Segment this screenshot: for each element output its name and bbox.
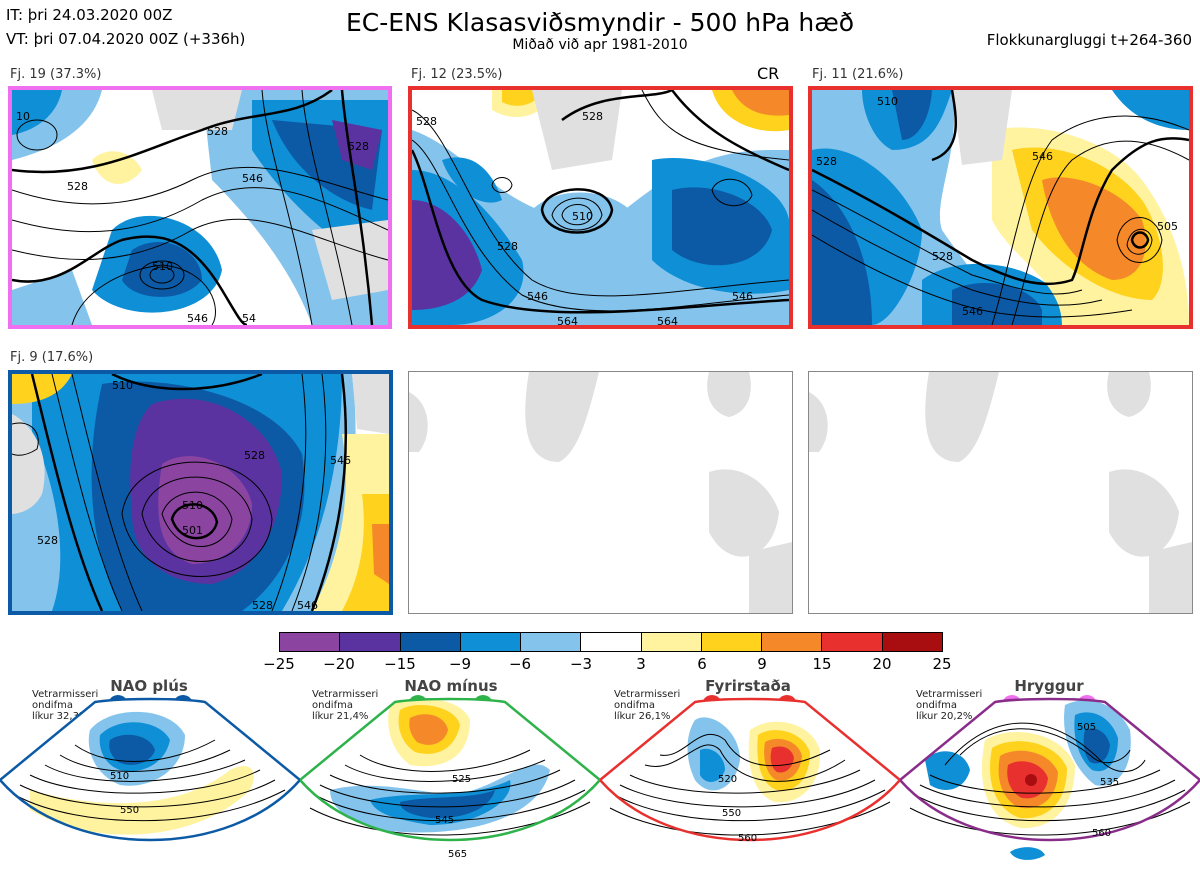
colorbar-tick: −9 bbox=[448, 655, 472, 673]
page-subtitle: Miðað við apr 1981-2010 bbox=[512, 37, 688, 53]
colorbar-tick: 15 bbox=[812, 655, 832, 673]
colorbar-tick: 3 bbox=[636, 655, 646, 673]
cluster-panel-6-empty bbox=[808, 371, 1193, 614]
contour-label: 510 bbox=[152, 260, 173, 273]
classification-window: Flokkunargluggi t+264-360 bbox=[986, 31, 1192, 49]
contour-label: 546 bbox=[962, 305, 983, 318]
colorbar-tick: −3 bbox=[569, 655, 593, 673]
contour-label: 560 bbox=[738, 833, 757, 844]
contour-label: 546 bbox=[732, 290, 753, 303]
contour-label: 528 bbox=[207, 125, 228, 138]
regime-title-2: NAO mínus bbox=[404, 677, 498, 695]
regime-note-3: Vetrarmisseri ondifma líkur 26,1% bbox=[614, 689, 681, 722]
contour-label: 501 bbox=[182, 524, 203, 537]
contour-label: 510 bbox=[110, 771, 129, 782]
contour-label: 510 bbox=[877, 95, 898, 108]
contour-label: 520 bbox=[718, 774, 737, 785]
regime-map-nao-plus: 510 550 bbox=[0, 695, 300, 842]
regime-note-4: Vetrarmisseri ondifma líkur 20,2% bbox=[916, 689, 983, 722]
regime-map-nao-minus: 525 545 565 bbox=[300, 695, 600, 860]
colorbar-segment bbox=[340, 633, 401, 651]
colorbar-segment bbox=[280, 633, 341, 651]
regime-note-2: Vetrarmisseri ondifma líkur 21,4% bbox=[312, 689, 379, 722]
cluster-panel-1[interactable]: 510 528 528 546 546 54 10 528 bbox=[8, 86, 392, 329]
cluster-map-2: 528 528 510 528 546 546 564 564 bbox=[412, 90, 789, 325]
colorbar-tick: 25 bbox=[932, 655, 952, 673]
colorbar-tick: 6 bbox=[697, 655, 707, 673]
colorbar bbox=[279, 632, 943, 652]
cluster-map-4: 510 528 528 546 510 528 546 501 bbox=[12, 374, 389, 611]
regime-title-1: NAO plús bbox=[110, 677, 188, 695]
regime-title-4: Hryggur bbox=[1014, 677, 1084, 695]
regime-map-ridge: 505 535 560 bbox=[900, 695, 1200, 860]
colorbar-segment bbox=[400, 633, 461, 651]
colorbar-tick: −6 bbox=[508, 655, 532, 673]
colorbar-segment bbox=[822, 633, 883, 651]
colorbar-segment bbox=[641, 633, 702, 651]
page-title: EC-ENS Klasasviðsmyndir - 500 hPa hæð bbox=[345, 8, 855, 37]
contour-label: 528 bbox=[582, 110, 603, 123]
colorbar-tick: 9 bbox=[757, 655, 767, 673]
contour-label: 510 bbox=[572, 210, 593, 223]
colorbar-segment bbox=[762, 633, 823, 651]
contour-label: 528 bbox=[67, 180, 88, 193]
contour-label: 528 bbox=[497, 240, 518, 253]
panel-label-4: Fj. 9 (17.6%) bbox=[10, 350, 94, 365]
colorbar-segment bbox=[460, 633, 522, 651]
colorbar-tick: 20 bbox=[872, 655, 892, 673]
colorbar-segment bbox=[521, 633, 582, 651]
contour-label: 546 bbox=[242, 172, 263, 185]
cluster-map-1: 510 528 528 546 546 54 10 528 bbox=[12, 90, 388, 325]
cr-badge: CR bbox=[757, 64, 780, 83]
regime-map-blocking: 520 550 560 bbox=[600, 695, 900, 844]
panel-label-1: Fj. 19 (37.3%) bbox=[10, 67, 102, 82]
contour-label: 546 bbox=[330, 454, 351, 467]
contour-label: 528 bbox=[816, 155, 837, 168]
colorbar-tick: −25 bbox=[263, 655, 295, 673]
contour-label: 510 bbox=[182, 499, 203, 512]
contour-label: 546 bbox=[1032, 150, 1053, 163]
valid-time: VT: þri 07.04.2020 00Z (+336h) bbox=[6, 30, 246, 48]
cluster-panel-3[interactable]: 510 528 528 546 546 505 bbox=[808, 86, 1193, 329]
cluster-map-3: 510 528 528 546 546 505 bbox=[812, 90, 1189, 325]
contour-label: 528 bbox=[244, 449, 265, 462]
contour-label: 510 bbox=[112, 379, 133, 392]
contour-label: 564 bbox=[557, 315, 578, 325]
empty-map-5 bbox=[409, 372, 792, 613]
contour-label: 505 bbox=[1157, 220, 1178, 233]
contour-label: 528 bbox=[37, 534, 58, 547]
contour-label: 528 bbox=[252, 599, 273, 611]
contour-label: 528 bbox=[416, 115, 437, 128]
contour-label: 564 bbox=[657, 315, 678, 325]
panel-label-2: Fj. 12 (23.5%) bbox=[411, 67, 503, 82]
contour-label: 560 bbox=[1092, 828, 1111, 839]
contour-label: 505 bbox=[1077, 722, 1096, 733]
contour-label: 546 bbox=[187, 312, 208, 325]
contour-label: 525 bbox=[452, 774, 471, 785]
colorbar-segment bbox=[581, 633, 642, 651]
colorbar-segment bbox=[701, 633, 763, 651]
contour-label: 10 bbox=[16, 110, 30, 123]
colorbar-tick: −20 bbox=[323, 655, 355, 673]
panel-label-3: Fj. 11 (21.6%) bbox=[812, 67, 904, 82]
cluster-panel-2[interactable]: 528 528 510 528 546 546 564 564 bbox=[408, 86, 793, 329]
regime-note-1: Vetrarmisseri ondifma líkur 32,3% bbox=[32, 689, 99, 722]
contour-label: 528 bbox=[348, 140, 369, 153]
initial-time: IT: þri 24.03.2020 00Z bbox=[6, 6, 173, 24]
contour-label: 550 bbox=[722, 808, 741, 819]
contour-label: 528 bbox=[932, 250, 953, 263]
cluster-panel-4[interactable]: 510 528 528 546 510 528 546 501 bbox=[8, 370, 393, 615]
contour-label: 54 bbox=[242, 312, 256, 325]
contour-label: 545 bbox=[435, 815, 454, 826]
regime-title-3: Fyrirstaða bbox=[705, 677, 791, 695]
contour-label: 565 bbox=[448, 849, 467, 860]
cluster-panel-5-empty bbox=[408, 371, 793, 614]
contour-label: 550 bbox=[120, 805, 139, 816]
empty-map-6 bbox=[809, 372, 1192, 613]
colorbar-segment bbox=[882, 633, 942, 651]
contour-label: 546 bbox=[297, 599, 318, 611]
contour-label: 535 bbox=[1100, 777, 1119, 788]
contour-label: 546 bbox=[527, 290, 548, 303]
colorbar-tick: −15 bbox=[384, 655, 416, 673]
